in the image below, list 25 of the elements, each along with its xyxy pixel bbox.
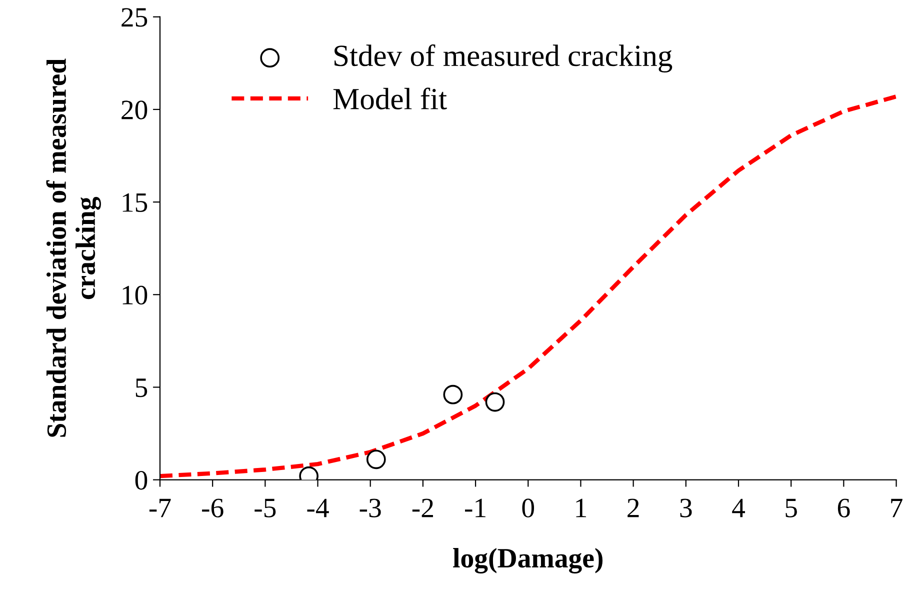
x-tick-label: -3 [360,498,381,518]
x-tick-label: -1 [465,498,486,518]
y-tick-label: 15 [122,193,148,212]
x-tick-label: 4 [732,498,746,518]
x-tick-label: 1 [576,498,586,518]
x-tick-label: -7 [149,498,171,518]
x-tick-label: 7 [891,498,902,518]
x-tick-label: -6 [202,498,224,518]
x-tick-label: -5 [254,498,276,518]
legend-label: Stdev of measured cracking [334,44,672,72]
y-tick-label: 10 [122,286,148,305]
x-tick-label: -2 [412,498,433,518]
y-tick-label: 0 [135,470,148,490]
y-tick-label: 20 [122,100,148,120]
legend-label: Model fit [333,88,447,110]
y-axis-title: Standard deviation of measured cracking [46,58,101,437]
x-tick-label: 3 [680,498,692,518]
x-tick-label: 2 [628,498,639,518]
y-tick-label: 5 [136,378,148,398]
x-tick-label: 5 [786,498,797,518]
x-tick-label: 6 [838,498,850,518]
x-tick-label: 0 [522,498,534,518]
x-axis-title: log(Damage) [453,548,603,574]
x-tick-label: -4 [307,498,329,518]
y-tick-label: 25 [122,8,148,27]
